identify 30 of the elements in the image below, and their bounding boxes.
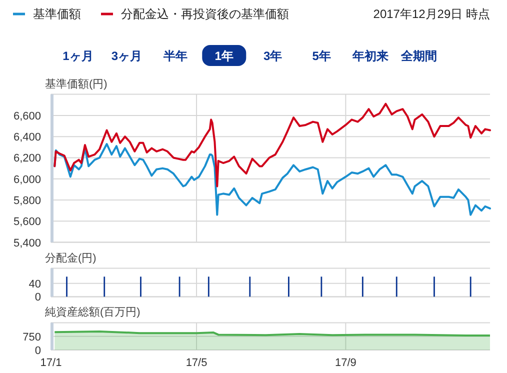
line-series (54, 102, 491, 188)
y-tick-label: 6,400 (13, 132, 41, 144)
y-tick-label: 40 (28, 278, 41, 290)
y-axis-title: 基準価額(円) (45, 77, 108, 90)
y-axis-title: 分配金(円) (45, 252, 96, 264)
y-tick-label: 0 (34, 345, 41, 357)
y-tick-label: 6,600 (13, 110, 41, 122)
category-label: 半年 (162, 49, 188, 63)
x-tick-label: 17/9 (334, 357, 356, 369)
x-tick-label: 17/5 (186, 357, 208, 369)
y-tick-label: 5,600 (13, 216, 41, 228)
y-axis-title: 純資産総額(百万円) (45, 306, 140, 319)
category-label: 全期間 (400, 49, 437, 63)
category-label: 1年 (214, 49, 234, 63)
y-tick-label: 5,400 (13, 237, 41, 250)
legend-label: 基準価額 (33, 7, 81, 21)
category-label: 5年 (312, 49, 331, 63)
y-tick-label: 750 (22, 331, 41, 344)
y-tick-label: 6,200 (13, 152, 41, 165)
category-label: 3ヶ月 (111, 49, 142, 63)
y-tick-label: 6,000 (13, 174, 41, 186)
line-series (54, 142, 491, 216)
y-tick-label: 0 (34, 292, 41, 304)
chart-subtitle: 2017年12月29日 時点 (373, 7, 490, 21)
legend-label: 分配金込・再投資後の基準価額 (121, 7, 289, 21)
category-label: 年初来 (351, 49, 388, 63)
category-label: 3年 (264, 49, 282, 63)
y-tick-label: 5,800 (13, 195, 41, 208)
x-tick-label: 17/1 (40, 357, 62, 369)
category-label: 1ヶ月 (62, 49, 94, 63)
